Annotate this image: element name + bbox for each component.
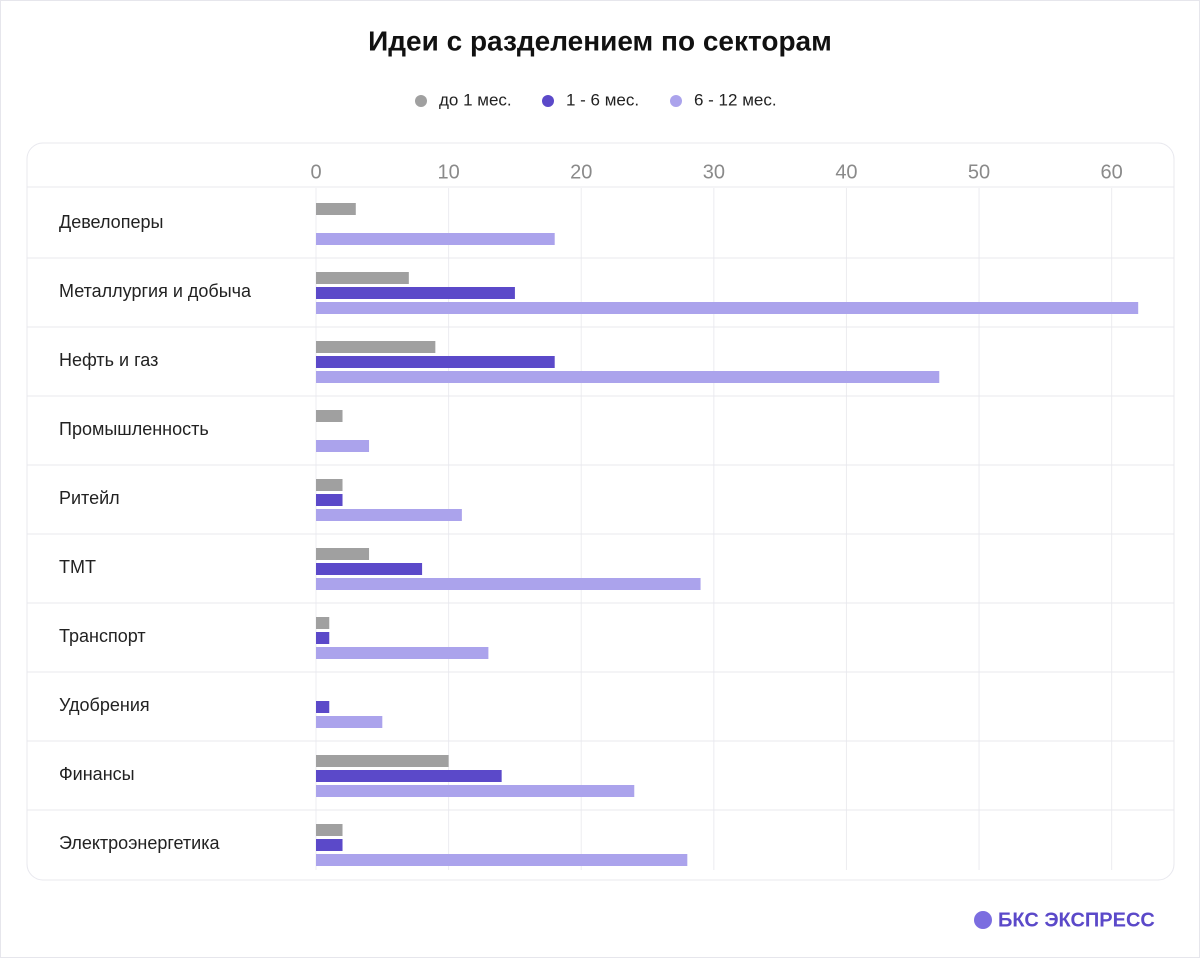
x-tick-label: 10 xyxy=(437,161,459,183)
bar xyxy=(316,770,502,782)
y-tick-label: Ритейл xyxy=(59,488,120,508)
legend-swatch xyxy=(670,95,682,107)
chart-title: Идеи с разделением по секторам xyxy=(368,25,832,56)
x-tick-label: 20 xyxy=(570,161,592,183)
plot: 0 10 20 30 40 50 60 Девелоперы Металлургия и доб… xyxy=(27,161,1174,870)
y-tick-label: Металлургия и добыча xyxy=(59,281,252,301)
bar xyxy=(316,494,343,506)
bar xyxy=(316,632,330,644)
bar xyxy=(316,701,330,713)
y-tick-label: Электроэнергетика xyxy=(59,833,220,853)
y-tick-label: Девелоперы xyxy=(59,212,163,232)
bar xyxy=(316,356,555,368)
bar xyxy=(316,341,436,353)
brand: БКС ЭКСПРЕСС xyxy=(998,909,1155,931)
panel xyxy=(26,142,1175,881)
bar xyxy=(316,203,356,215)
y-tick-label: Удобрения xyxy=(59,695,150,715)
bar xyxy=(316,371,940,383)
bar xyxy=(316,509,462,521)
bar xyxy=(316,785,635,797)
x-tick-label: 50 xyxy=(968,161,990,183)
x-tick-label: 0 xyxy=(310,161,321,183)
bar xyxy=(316,824,343,836)
bar xyxy=(316,272,409,284)
y-tick-label: Транспорт xyxy=(59,626,146,646)
legend-label: 1 - 6 мес. xyxy=(566,90,639,109)
bar xyxy=(316,440,370,452)
legend-label: до 1 мес. xyxy=(439,90,512,109)
bar xyxy=(316,302,1139,314)
bar xyxy=(316,548,370,560)
bar xyxy=(316,563,423,575)
bar xyxy=(316,578,701,590)
bar xyxy=(316,716,383,728)
x-tick-label: 60 xyxy=(1101,161,1123,183)
legend-label: 6 - 12 мес. xyxy=(694,90,777,109)
bar xyxy=(316,479,343,491)
y-tick-label: Финансы xyxy=(59,764,135,784)
bar xyxy=(316,839,343,851)
bar xyxy=(316,647,489,659)
bar xyxy=(316,755,449,767)
y-tick-label: Нефть и газ xyxy=(59,350,158,370)
bar xyxy=(316,410,343,422)
x-tick-label: 30 xyxy=(703,161,725,183)
legend-swatch xyxy=(415,95,427,107)
bar xyxy=(316,233,555,245)
legend-swatch xyxy=(542,95,554,107)
brand-icon xyxy=(974,911,992,929)
bar xyxy=(316,854,688,866)
bar xyxy=(316,287,515,299)
y-tick-label: Промышленность xyxy=(59,419,209,439)
bar xyxy=(316,617,330,629)
legend: до 1 мес. 1 - 6 мес. 6 - 12 мес. xyxy=(415,90,777,109)
x-tick-label: 40 xyxy=(835,161,857,183)
y-tick-label: ТМТ xyxy=(59,557,96,577)
